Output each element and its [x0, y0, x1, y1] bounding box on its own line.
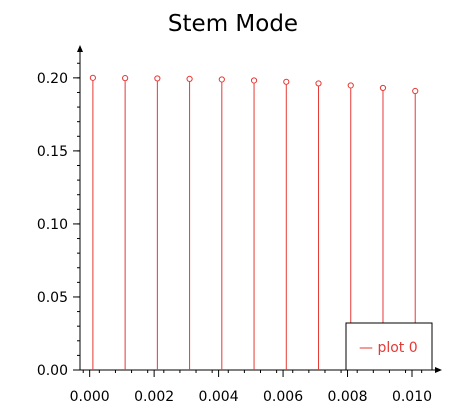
y-tick-label: 0.05 [37, 290, 68, 306]
stem-marker [186, 75, 193, 82]
stem-marker [218, 76, 225, 83]
y-axis-arrow [77, 45, 83, 52]
x-axis-arrow [435, 367, 442, 373]
x-tick-label: 0.004 [199, 389, 239, 405]
stem-marker [347, 82, 354, 89]
stem-marker [122, 75, 129, 82]
x-tick-label: 0.000 [70, 389, 110, 405]
x-tick-label: 0.002 [134, 389, 174, 405]
y-tick-label: 0.10 [37, 217, 68, 233]
axes: 0.00 0.05 0.10 0.15 0.20 0.000 0.002 0.004 0.006… [37, 45, 442, 405]
stem-marker [154, 75, 161, 82]
legend: — plot 0 [345, 322, 433, 371]
stem-marker [89, 74, 96, 81]
legend-box [345, 322, 433, 371]
y-tick-label: 0.15 [37, 144, 68, 160]
x-tick-label: 0.010 [392, 389, 432, 405]
x-tick-label: 0.008 [327, 389, 367, 405]
chart-title: Stem Mode [168, 11, 298, 37]
stem-marker [283, 78, 290, 85]
y-tick-label: 0.20 [37, 71, 68, 87]
y-tick-label: 0.00 [37, 363, 68, 379]
stem-marker [412, 87, 419, 95]
legend-label: — plot 0 [359, 340, 418, 356]
stem-marker [315, 80, 322, 87]
x-tick-label: 0.006 [263, 389, 303, 405]
stem-marker [379, 84, 387, 92]
stem-marker [250, 77, 258, 84]
